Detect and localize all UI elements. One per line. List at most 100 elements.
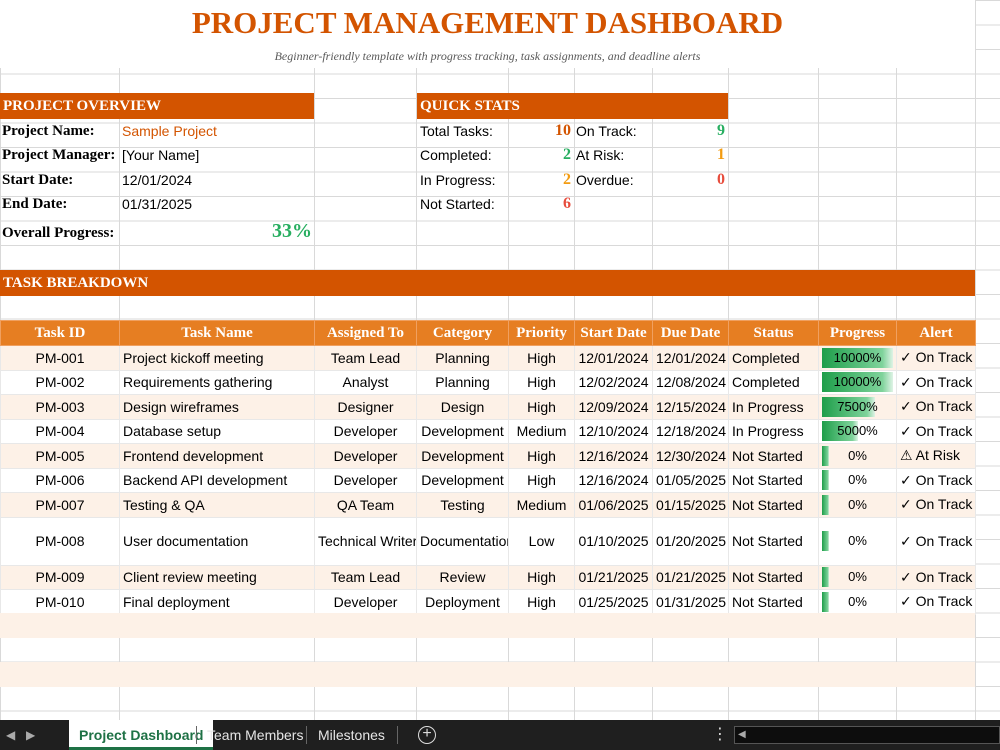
alert-cell[interactable]: ✓ On Track [896,516,976,566]
column-header[interactable]: Assigned To [314,320,417,346]
due-date-cell[interactable]: 12/15/2024 [652,394,729,420]
priority-cell[interactable]: High [508,345,575,371]
assigned-to-cell[interactable]: Designer [314,394,417,420]
due-date-cell[interactable]: 12/30/2024 [652,443,729,469]
assigned-to-cell[interactable]: Developer [314,467,417,493]
alert-cell[interactable]: ✓ On Track [896,589,976,615]
alert-cell[interactable]: ⚠ At Risk [896,443,976,469]
sheet-tab-milestones[interactable]: Milestones [318,727,385,743]
alert-cell[interactable]: ✓ On Track [896,369,976,395]
assigned-to-cell[interactable]: Team Lead [314,564,417,590]
status-cell[interactable]: Not Started [728,443,819,469]
progress-cell[interactable]: 0% [818,516,897,566]
due-date-cell[interactable]: 01/15/2025 [652,492,729,518]
start-date-cell[interactable]: 12/16/2024 [574,467,653,493]
task-id-cell[interactable]: PM-010 [0,589,120,615]
alert-cell[interactable]: ✓ On Track [896,564,976,590]
start-date-cell[interactable]: 12/02/2024 [574,369,653,395]
task-id-cell[interactable]: PM-008 [0,516,120,566]
assigned-to-cell[interactable]: Developer [314,418,417,444]
start-date-cell[interactable]: 01/21/2025 [574,564,653,590]
scroll-left-icon[interactable]: ◀ [6,728,16,742]
progress-cell[interactable]: 7500% [818,394,897,420]
status-cell[interactable]: In Progress [728,418,819,444]
start-date-cell[interactable]: 12/01/2024 [574,345,653,371]
column-header[interactable]: Priority [508,320,575,346]
task-id-cell[interactable]: PM-004 [0,418,120,444]
priority-cell[interactable]: Medium [508,418,575,444]
alert-cell[interactable]: ✓ On Track [896,492,976,518]
task-name-cell[interactable]: Testing & QA [119,492,315,518]
category-cell[interactable]: Documentation [416,516,509,566]
priority-cell[interactable]: High [508,443,575,469]
table-row[interactable]: PM-009 Client review meeting Team Lead Revi… [0,564,976,590]
status-cell[interactable]: Not Started [728,492,819,518]
priority-cell[interactable]: High [508,589,575,615]
task-name-cell[interactable]: Final deployment [119,589,315,615]
category-cell[interactable]: Design [416,394,509,420]
alert-cell[interactable]: ✓ On Track [896,345,976,371]
due-date-cell[interactable]: 12/08/2024 [652,369,729,395]
progress-cell[interactable]: 5000% [818,418,897,444]
project-name-value[interactable]: Sample Project [122,123,217,139]
due-date-cell[interactable]: 01/05/2025 [652,467,729,493]
start-date-cell[interactable]: 12/09/2024 [574,394,653,420]
assigned-to-cell[interactable]: Developer [314,589,417,615]
assigned-to-cell[interactable]: Team Lead [314,345,417,371]
column-header[interactable]: Task Name [119,320,315,346]
category-cell[interactable]: Development [416,467,509,493]
category-cell[interactable]: Review [416,564,509,590]
start-date-cell[interactable]: 12/16/2024 [574,443,653,469]
due-date-cell[interactable]: 01/20/2025 [652,516,729,566]
category-cell[interactable]: Planning [416,369,509,395]
status-cell[interactable]: Not Started [728,589,819,615]
table-row[interactable]: PM-001 Project kickoff meeting Team Lead Pl… [0,345,976,371]
column-header[interactable]: Progress [818,320,897,346]
task-id-cell[interactable]: PM-007 [0,492,120,518]
table-row[interactable]: PM-010 Final deployment Developer Deploymen… [0,589,976,615]
task-name-cell[interactable]: Client review meeting [119,564,315,590]
spreadsheet-grid[interactable]: PROJECT MANAGEMENT DASHBOARD Beginner-fr… [0,0,1000,720]
priority-cell[interactable]: High [508,564,575,590]
progress-cell[interactable]: 10000% [818,345,897,371]
priority-cell[interactable]: High [508,394,575,420]
column-header[interactable]: Due Date [652,320,729,346]
task-name-cell[interactable]: Backend API development [119,467,315,493]
task-name-cell[interactable]: Design wireframes [119,394,315,420]
category-cell[interactable]: Development [416,443,509,469]
column-header[interactable]: Start Date [574,320,653,346]
status-cell[interactable]: In Progress [728,394,819,420]
scrollbar-left-arrow-icon[interactable]: ◀ [738,729,746,740]
progress-cell[interactable]: 0% [818,492,897,518]
assigned-to-cell[interactable]: QA Team [314,492,417,518]
assigned-to-cell[interactable]: Developer [314,443,417,469]
assigned-to-cell[interactable]: Technical Writer [314,516,417,566]
category-cell[interactable]: Deployment [416,589,509,615]
sheet-tab-team-members[interactable]: Team Members [207,727,304,743]
priority-cell[interactable]: High [508,467,575,493]
column-header[interactable]: Task ID [0,320,120,346]
assigned-to-cell[interactable]: Analyst [314,369,417,395]
horizontal-scrollbar[interactable]: ◀ [734,726,1000,744]
start-date-value[interactable]: 12/01/2024 [122,172,193,188]
progress-cell[interactable]: 0% [818,589,897,615]
table-row[interactable]: PM-005 Frontend development Developer Devel… [0,443,976,469]
table-row[interactable]: PM-007 Testing & QA QA Team Testing Medium 01… [0,492,976,518]
table-row[interactable]: PM-002 Requirements gathering Analyst Plann… [0,369,976,395]
task-name-cell[interactable]: User documentation [119,516,315,566]
start-date-cell[interactable]: 01/10/2025 [574,516,653,566]
table-row[interactable]: PM-004 Database setup Developer Development… [0,418,976,444]
status-cell[interactable]: Not Started [728,467,819,493]
task-id-cell[interactable]: PM-005 [0,443,120,469]
status-cell[interactable]: Completed [728,369,819,395]
empty-row[interactable] [0,662,975,687]
project-manager-value[interactable]: [Your Name] [122,147,200,163]
column-header[interactable]: Status [728,320,819,346]
priority-cell[interactable]: Low [508,516,575,566]
start-date-cell[interactable]: 01/06/2025 [574,492,653,518]
task-name-cell[interactable]: Project kickoff meeting [119,345,315,371]
empty-row[interactable] [0,613,975,638]
category-cell[interactable]: Development [416,418,509,444]
column-header[interactable]: Category [416,320,509,346]
start-date-cell[interactable]: 01/25/2025 [574,589,653,615]
